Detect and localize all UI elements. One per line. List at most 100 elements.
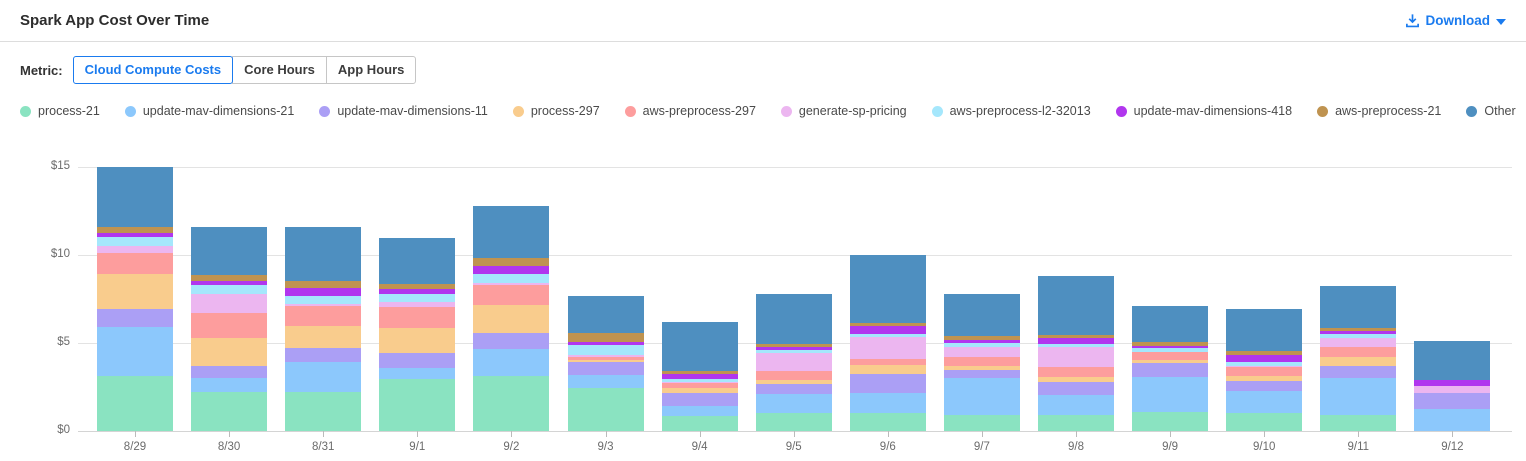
bar-segment-update-mav-dimensions-11[interactable] xyxy=(1320,366,1397,379)
bar-segment-process-21[interactable] xyxy=(661,416,738,431)
bar-segment-generate-sp-pricing[interactable] xyxy=(1038,347,1114,368)
bar-segment-update-mav-dimensions-418[interactable] xyxy=(1320,330,1397,335)
bar-segment-process-21[interactable] xyxy=(473,375,550,431)
bar-segment-update-mav-dimensions-418[interactable] xyxy=(849,326,926,334)
bar-segment-generate-sp-pricing[interactable] xyxy=(285,303,362,307)
bar-segment-update-mav-dimensions-11[interactable] xyxy=(1414,393,1491,410)
bar-segment-aws-preprocess-297[interactable] xyxy=(1226,367,1303,376)
bar-segment-generate-sp-pricing[interactable] xyxy=(1226,365,1303,368)
bar-segment-update-mav-dimensions-418[interactable] xyxy=(1226,354,1303,362)
bar-segment-other[interactable] xyxy=(661,321,738,371)
bar-segment-aws-preprocess-21[interactable] xyxy=(567,333,644,343)
bar-segment-aws-preprocess-21[interactable] xyxy=(755,344,832,348)
bar-segment-update-mav-dimensions-11[interactable] xyxy=(1038,381,1114,395)
bar-segment-update-mav-dimensions-21[interactable] xyxy=(1320,378,1397,415)
bar-9-7[interactable] xyxy=(943,293,1020,431)
bar-segment-other[interactable] xyxy=(191,226,268,275)
bar-segment-update-mav-dimensions-418[interactable] xyxy=(97,232,173,237)
bar-segment-process-297[interactable] xyxy=(755,380,832,385)
bar-segment-generate-sp-pricing[interactable] xyxy=(755,353,832,371)
bar-9-5[interactable] xyxy=(755,293,832,431)
bar-segment-update-mav-dimensions-11[interactable] xyxy=(285,347,362,362)
bar-segment-aws-preprocess-l2-32013[interactable] xyxy=(661,379,738,382)
bar-segment-process-297[interactable] xyxy=(567,360,644,363)
bar-segment-update-mav-dimensions-11[interactable] xyxy=(473,332,550,350)
bar-segment-process-21[interactable] xyxy=(191,392,268,431)
bar-segment-other[interactable] xyxy=(943,293,1020,337)
bar-segment-process-297[interactable] xyxy=(849,365,926,375)
bar-segment-aws-preprocess-21[interactable] xyxy=(285,281,362,288)
bar-segment-aws-preprocess-l2-32013[interactable] xyxy=(1038,344,1114,348)
bar-segment-other[interactable] xyxy=(1226,309,1303,351)
bar-segment-process-297[interactable] xyxy=(1226,375,1303,381)
bar-segment-update-mav-dimensions-418[interactable] xyxy=(567,342,644,346)
bar-segment-update-mav-dimensions-21[interactable] xyxy=(1132,376,1209,413)
bar-segment-aws-preprocess-297[interactable] xyxy=(379,307,456,328)
bar-9-4[interactable] xyxy=(661,321,738,431)
legend-item-process-297[interactable]: process-297 xyxy=(512,104,600,118)
bar-8-30[interactable] xyxy=(191,226,268,431)
bar-segment-other[interactable] xyxy=(1414,341,1491,380)
legend-item-process-21[interactable]: process-21 xyxy=(20,104,100,118)
legend-item-aws-preprocess-21[interactable]: aws-preprocess-21 xyxy=(1317,104,1441,118)
bar-9-8[interactable] xyxy=(1038,276,1114,431)
bar-segment-update-mav-dimensions-21[interactable] xyxy=(191,378,268,393)
bar-segment-other[interactable] xyxy=(755,293,832,345)
bar-segment-generate-sp-pricing[interactable] xyxy=(379,301,456,308)
bar-segment-process-297[interactable] xyxy=(97,273,173,309)
bar-segment-process-21[interactable] xyxy=(379,379,456,431)
bar-segment-update-mav-dimensions-11[interactable] xyxy=(191,365,268,379)
bar-segment-aws-preprocess-297[interactable] xyxy=(567,357,644,361)
tab-cloud-compute-costs[interactable]: Cloud Compute Costs xyxy=(72,56,234,84)
bar-segment-generate-sp-pricing[interactable] xyxy=(97,246,173,254)
bar-8-29[interactable] xyxy=(97,166,173,431)
bar-segment-update-mav-dimensions-418[interactable] xyxy=(1414,379,1491,386)
bar-segment-update-mav-dimensions-11[interactable] xyxy=(849,374,926,393)
legend-item-aws-preprocess-297[interactable]: aws-preprocess-297 xyxy=(624,104,756,118)
bar-segment-process-297[interactable] xyxy=(1132,360,1209,364)
bar-segment-process-21[interactable] xyxy=(567,387,644,431)
bar-segment-aws-preprocess-21[interactable] xyxy=(1132,342,1209,346)
bar-segment-aws-preprocess-21[interactable] xyxy=(849,323,926,327)
bar-segment-generate-sp-pricing[interactable] xyxy=(1414,385,1491,394)
bar-segment-update-mav-dimensions-418[interactable] xyxy=(755,347,832,351)
bar-segment-generate-sp-pricing[interactable] xyxy=(1320,338,1397,348)
bar-segment-update-mav-dimensions-418[interactable] xyxy=(1132,345,1209,349)
bar-segment-other[interactable] xyxy=(97,166,173,227)
legend-item-generate-sp-pricing[interactable]: generate-sp-pricing xyxy=(780,104,907,118)
bar-segment-other[interactable] xyxy=(473,205,550,258)
bar-segment-update-mav-dimensions-11[interactable] xyxy=(943,369,1020,379)
legend-item-aws-preprocess-l2-32013[interactable]: aws-preprocess-l2-32013 xyxy=(931,104,1091,118)
bar-8-31[interactable] xyxy=(285,226,362,431)
bar-segment-update-mav-dimensions-11[interactable] xyxy=(661,393,738,407)
bar-segment-aws-preprocess-21[interactable] xyxy=(1320,327,1397,331)
bar-segment-aws-preprocess-297[interactable] xyxy=(755,370,832,381)
bar-segment-update-mav-dimensions-21[interactable] xyxy=(473,349,550,376)
bar-segment-aws-preprocess-21[interactable] xyxy=(661,370,738,374)
bar-segment-generate-sp-pricing[interactable] xyxy=(567,355,644,358)
legend-item-update-mav-dimensions-418[interactable]: update-mav-dimensions-418 xyxy=(1115,104,1292,118)
bar-segment-process-21[interactable] xyxy=(1038,414,1114,431)
bar-segment-aws-preprocess-21[interactable] xyxy=(97,226,173,233)
bar-segment-aws-preprocess-l2-32013[interactable] xyxy=(1132,348,1209,352)
legend-item-update-mav-dimensions-21[interactable]: update-mav-dimensions-21 xyxy=(124,104,294,118)
bar-segment-process-21[interactable] xyxy=(285,392,362,431)
bar-segment-aws-preprocess-21[interactable] xyxy=(191,274,268,282)
bar-segment-aws-preprocess-21[interactable] xyxy=(1038,335,1114,338)
bar-segment-update-mav-dimensions-11[interactable] xyxy=(567,362,644,376)
bar-segment-update-mav-dimensions-21[interactable] xyxy=(661,406,738,417)
bar-segment-update-mav-dimensions-418[interactable] xyxy=(943,340,1020,343)
bar-segment-aws-preprocess-297[interactable] xyxy=(1320,347,1397,358)
bar-segment-other[interactable] xyxy=(1038,276,1114,336)
bar-9-1[interactable] xyxy=(379,238,456,431)
bar-segment-update-mav-dimensions-11[interactable] xyxy=(97,308,173,328)
bar-segment-aws-preprocess-l2-32013[interactable] xyxy=(285,296,362,304)
legend-item-update-mav-dimensions-11[interactable]: update-mav-dimensions-11 xyxy=(319,104,488,118)
bar-segment-aws-preprocess-297[interactable] xyxy=(1132,351,1209,361)
bar-segment-generate-sp-pricing[interactable] xyxy=(473,283,550,285)
bar-segment-process-297[interactable] xyxy=(1320,357,1397,367)
bar-segment-process-297[interactable] xyxy=(1038,376,1114,382)
bar-segment-process-21[interactable] xyxy=(943,414,1020,431)
bar-segment-process-21[interactable] xyxy=(1226,412,1303,431)
bar-segment-update-mav-dimensions-418[interactable] xyxy=(473,265,550,275)
